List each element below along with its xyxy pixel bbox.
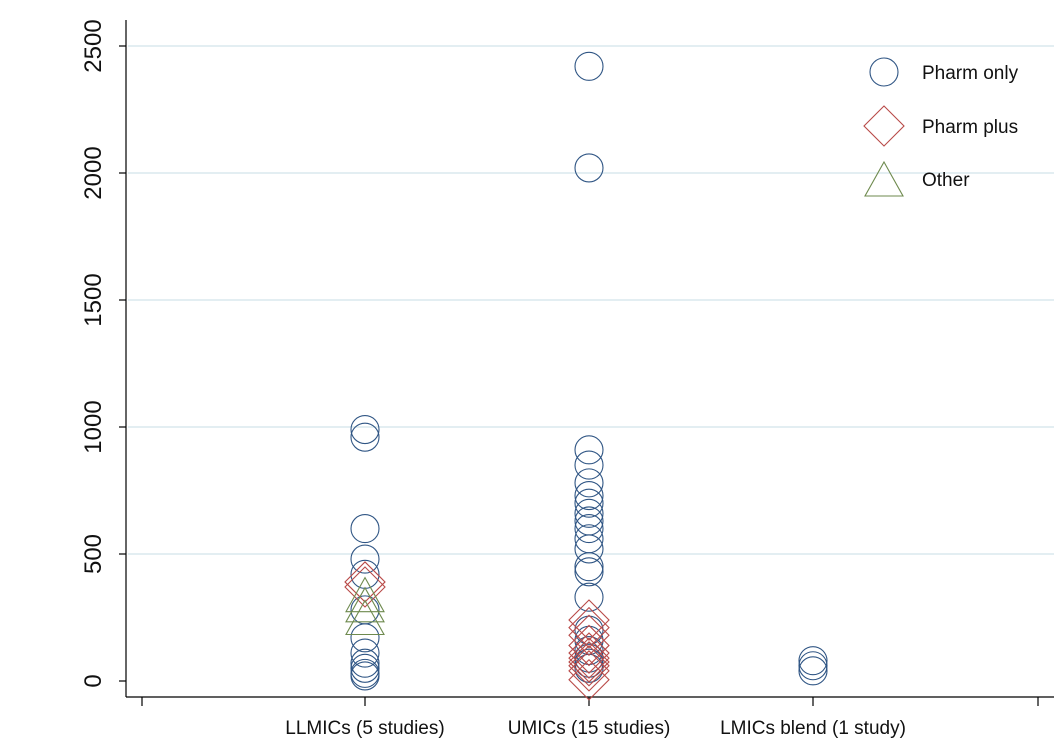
data-point-diamond bbox=[344, 561, 386, 603]
data-point-diamond bbox=[568, 624, 610, 667]
legend-marker-circle bbox=[869, 57, 899, 87]
data-point-circle bbox=[574, 534, 604, 564]
data-point-circle bbox=[350, 559, 380, 589]
data-point-circle bbox=[350, 648, 380, 678]
data-points bbox=[344, 51, 828, 701]
data-point-diamond bbox=[568, 650, 610, 692]
data-point-circle bbox=[574, 468, 604, 498]
data-point-circle bbox=[574, 51, 604, 81]
legend: Pharm only Pharm plus Other bbox=[863, 57, 1019, 197]
data-point-circle bbox=[798, 646, 828, 676]
data-point-diamond bbox=[568, 632, 610, 674]
y-tick-label: 1000 bbox=[80, 400, 107, 453]
data-point-diamond bbox=[568, 637, 610, 679]
data-point-circle bbox=[798, 656, 828, 686]
data-point-circle bbox=[350, 653, 380, 683]
data-point-circle bbox=[350, 514, 380, 544]
axes: 0 500 1000 1500 2000 2500 LLMICs (5 studies) UM… bbox=[80, 19, 1054, 739]
data-point-diamond bbox=[344, 566, 386, 608]
y-tick-label: 1500 bbox=[80, 273, 107, 326]
data-point-circle bbox=[350, 544, 380, 574]
data-point-triangle bbox=[345, 576, 385, 613]
data-point-circle bbox=[574, 514, 604, 544]
data-point-circle bbox=[574, 643, 604, 673]
x-tick-label: LLMICs (5 studies) bbox=[285, 718, 444, 739]
data-point-circle bbox=[574, 488, 604, 518]
data-point-circle bbox=[798, 651, 828, 681]
data-point-circle bbox=[574, 557, 604, 587]
legend-marker-triangle bbox=[864, 160, 904, 197]
data-point-circle bbox=[350, 422, 380, 452]
data-point-circle bbox=[574, 153, 604, 183]
y-tick-label: 500 bbox=[80, 534, 107, 574]
data-point-diamond bbox=[568, 614, 610, 657]
data-point-circle bbox=[350, 623, 380, 653]
data-point-circle bbox=[574, 648, 604, 678]
legend-label: Pharm plus bbox=[922, 117, 1018, 138]
data-point-circle bbox=[350, 638, 380, 668]
data-point-circle bbox=[574, 552, 604, 582]
y-tick-label: 2000 bbox=[80, 146, 107, 199]
legend-marker-diamond bbox=[863, 105, 905, 147]
data-point-triangle bbox=[345, 599, 385, 636]
data-point-circle bbox=[574, 450, 604, 480]
data-point-diamond bbox=[568, 606, 610, 649]
data-point-triangle bbox=[345, 586, 385, 623]
y-tick-label: 2500 bbox=[80, 19, 107, 72]
y-tick-label: 0 bbox=[80, 674, 107, 687]
x-tick-label: UMICs (15 studies) bbox=[508, 718, 671, 739]
data-point-diamond bbox=[568, 658, 610, 701]
x-tick-label: LMICs blend (1 study) bbox=[720, 718, 906, 739]
data-point-circle bbox=[350, 414, 380, 445]
data-point-circle bbox=[574, 435, 604, 465]
data-point-circle bbox=[574, 498, 604, 528]
data-point-circle bbox=[574, 506, 604, 536]
data-point-diamond bbox=[568, 641, 610, 683]
legend-label: Pharm only bbox=[922, 63, 1019, 84]
data-point-diamond bbox=[568, 599, 610, 641]
data-point-circle bbox=[350, 661, 380, 691]
data-point-circle bbox=[574, 635, 604, 666]
data-point-circle bbox=[574, 481, 604, 511]
data-point-diamond bbox=[568, 644, 610, 687]
legend-label: Other bbox=[922, 170, 970, 191]
gridlines bbox=[128, 45, 1054, 555]
data-point-circle bbox=[574, 582, 604, 612]
